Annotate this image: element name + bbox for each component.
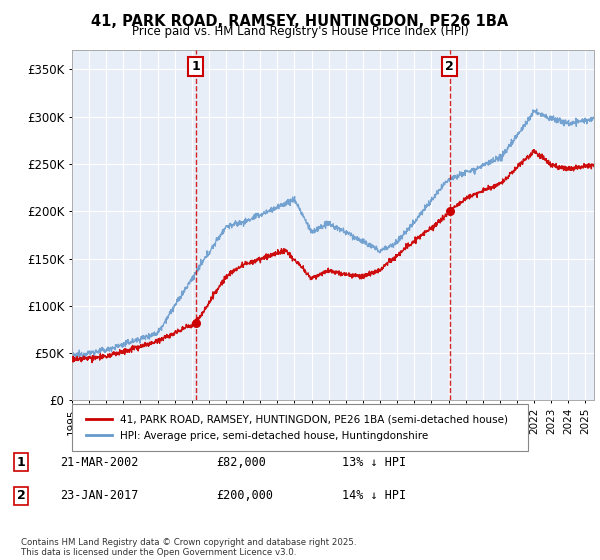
Text: 1: 1: [191, 60, 200, 73]
Text: 41, PARK ROAD, RAMSEY, HUNTINGDON, PE26 1BA: 41, PARK ROAD, RAMSEY, HUNTINGDON, PE26 …: [91, 14, 509, 29]
Text: 13% ↓ HPI: 13% ↓ HPI: [342, 455, 406, 469]
Text: Contains HM Land Registry data © Crown copyright and database right 2025.
This d: Contains HM Land Registry data © Crown c…: [21, 538, 356, 557]
Text: 2: 2: [17, 489, 25, 502]
Point: [445, 207, 455, 216]
Text: 23-JAN-2017: 23-JAN-2017: [60, 489, 139, 502]
Text: 21-MAR-2002: 21-MAR-2002: [60, 455, 139, 469]
FancyBboxPatch shape: [72, 404, 528, 451]
Text: Price paid vs. HM Land Registry's House Price Index (HPI): Price paid vs. HM Land Registry's House …: [131, 25, 469, 38]
Text: £82,000: £82,000: [216, 455, 266, 469]
Text: 14% ↓ HPI: 14% ↓ HPI: [342, 489, 406, 502]
Legend: 41, PARK ROAD, RAMSEY, HUNTINGDON, PE26 1BA (semi-detached house), HPI: Average : 41, PARK ROAD, RAMSEY, HUNTINGDON, PE26 …: [82, 410, 512, 445]
Text: 1: 1: [17, 455, 25, 469]
Text: 2: 2: [445, 60, 454, 73]
Text: £200,000: £200,000: [216, 489, 273, 502]
Point: [191, 318, 200, 327]
